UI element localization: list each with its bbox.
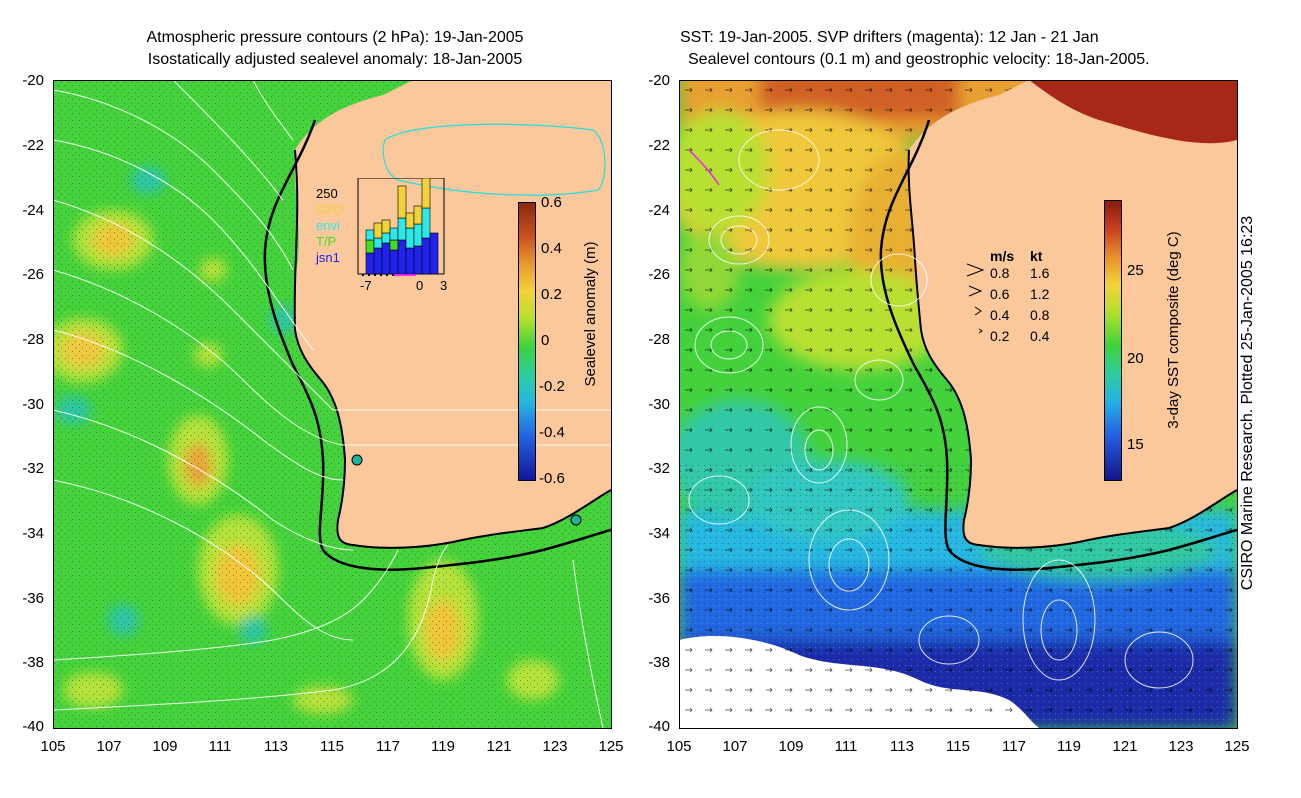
x-tick-label: 119 xyxy=(1057,738,1081,755)
left-colorbar-gradient xyxy=(518,202,536,481)
speed-legend-kt: 0.4 xyxy=(1030,328,1050,344)
tide-gauge-dot xyxy=(351,454,363,466)
left-colorbar-tick: -0.4 xyxy=(539,424,565,441)
x-tick-label: 113 xyxy=(264,738,288,755)
inset-x-tick: 3 xyxy=(440,278,448,293)
x-tick-label: 113 xyxy=(890,738,914,755)
inset-legend-tp: T/P xyxy=(316,234,337,249)
x-tick-label: 111 xyxy=(208,738,232,755)
left-title-line1: Atmospheric pressure contours (2 hPa): 1… xyxy=(146,29,524,46)
left-colorbar-tick: 0.6 xyxy=(541,194,562,211)
x-tick-label: 117 xyxy=(376,738,400,755)
x-tick-label: 111 xyxy=(834,738,858,755)
y-tick-label: -30 xyxy=(648,396,670,413)
y-tick-label: -34 xyxy=(648,525,670,542)
x-tick-label: 109 xyxy=(778,738,804,755)
speed-legend-ms: 0.4 xyxy=(990,307,1010,323)
y-tick-label: -36 xyxy=(22,590,44,607)
speed-legend-kt: 1.2 xyxy=(1030,286,1050,302)
right-colorbar-label: 3-day SST composite (deg C) xyxy=(1165,231,1182,429)
y-tick-label: -24 xyxy=(22,202,44,219)
x-tick-label: 115 xyxy=(946,738,970,755)
y-tick-label: -20 xyxy=(22,72,44,89)
x-tick-label: 107 xyxy=(96,738,122,755)
speed-legend-kt: 1.6 xyxy=(1030,265,1050,281)
right-title-line2: Sealevel contours (0.1 m) and geostrophi… xyxy=(688,51,1150,68)
left-colorbar-tick: -0.2 xyxy=(539,378,565,395)
right-map-frame xyxy=(679,80,1238,729)
y-tick-label: -26 xyxy=(22,266,44,283)
right-colorbar-tick: 20 xyxy=(1127,350,1144,367)
x-tick-label: 125 xyxy=(598,738,624,755)
left-shelf-contour xyxy=(263,119,611,571)
x-tick-label: 117 xyxy=(1002,738,1026,755)
speed-legend-ms: 0.8 xyxy=(990,265,1010,281)
inset-x-tick: 0 xyxy=(416,278,424,293)
tide-gauge-dot xyxy=(570,514,582,526)
y-tick-label: -32 xyxy=(648,460,670,477)
y-tick-label: -20 xyxy=(648,72,670,89)
left-colorbar-tick: -0.6 xyxy=(539,470,565,487)
x-tick-label: 123 xyxy=(542,738,568,755)
right-map xyxy=(679,80,1237,728)
inset-legend-envi: envi xyxy=(316,218,340,233)
speed-legend-header-ms: m/s xyxy=(990,248,1015,264)
x-tick-label: 121 xyxy=(486,738,512,755)
x-tick-label: 107 xyxy=(722,738,748,755)
speed-legend-ms: 0.6 xyxy=(990,286,1010,302)
x-tick-label: 123 xyxy=(1168,738,1194,755)
speed-legend-header-kt: kt xyxy=(1030,248,1043,264)
speed-legend-ms: 0.2 xyxy=(990,328,1010,344)
y-tick-label: -36 xyxy=(648,590,670,607)
inset-x-tick: -7 xyxy=(360,278,372,293)
left-colorbar-tick: 0 xyxy=(541,332,550,349)
y-tick-label: -22 xyxy=(648,137,670,154)
left-map-frame xyxy=(53,80,612,729)
left-cyan-contour xyxy=(382,123,606,196)
y-tick-label: -38 xyxy=(648,654,670,671)
inset-legend-gfo: GFO xyxy=(316,202,345,217)
right-colorbar-tick: 15 xyxy=(1127,436,1144,453)
right-colorbar-gradient xyxy=(1104,200,1122,481)
inset-top-value: 250 xyxy=(316,186,338,201)
x-tick-label: 105 xyxy=(40,738,66,755)
left-colorbar-label: Sealevel anomaly (m) xyxy=(582,241,599,387)
y-tick-label: -34 xyxy=(22,525,44,542)
y-tick-label: -28 xyxy=(22,331,44,348)
y-tick-label: -28 xyxy=(648,331,670,348)
speed-arrows xyxy=(966,263,985,334)
x-tick-label: 115 xyxy=(320,738,344,755)
y-tick-label: -38 xyxy=(22,654,44,671)
y-tick-label: -22 xyxy=(22,137,44,154)
right-colorbar-tick: 25 xyxy=(1127,262,1144,279)
y-tick-label: -32 xyxy=(22,460,44,477)
right-title-line1: SST: 19-Jan-2005. SVP drifters (magenta)… xyxy=(680,29,1099,46)
left-colorbar-tick: 0.2 xyxy=(541,286,562,303)
y-tick-label: -30 xyxy=(22,396,44,413)
speed-legend-kt: 0.8 xyxy=(1030,307,1050,323)
y-tick-label: -24 xyxy=(648,202,670,219)
inset-bars xyxy=(357,178,445,276)
x-tick-label: 121 xyxy=(1112,738,1138,755)
right-land xyxy=(908,80,1237,548)
x-tick-label: 105 xyxy=(666,738,692,755)
plot-credit: CSIRO Marine Research. Plotted 25-Jan-20… xyxy=(1239,215,1256,591)
left-title-line2: Isostatically adjusted sealevel anomaly:… xyxy=(147,51,523,68)
x-tick-label: 119 xyxy=(431,738,455,755)
x-tick-label: 109 xyxy=(152,738,178,755)
x-tick-label: 125 xyxy=(1224,738,1250,755)
left-colorbar-tick: 0.4 xyxy=(541,240,562,257)
y-tick-label: -26 xyxy=(648,266,670,283)
svp-drifter-track xyxy=(688,149,720,186)
right-shelf-contour xyxy=(879,119,1237,571)
y-tick-label: -40 xyxy=(648,718,670,735)
y-tick-label: -40 xyxy=(22,718,44,735)
inset-legend-jsn1: jsn1 xyxy=(316,250,340,265)
